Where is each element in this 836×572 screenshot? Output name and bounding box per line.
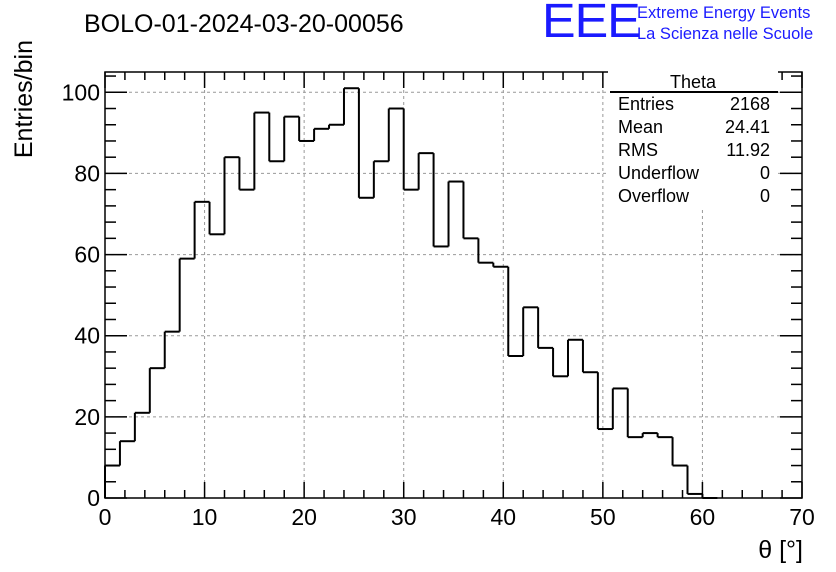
stat-label: Underflow <box>618 163 700 183</box>
stat-label: Mean <box>618 117 664 137</box>
tick-labels: 0 10 20 30 40 50 60 70 0 20 40 60 80 100 <box>62 79 815 530</box>
x-tick-label: 60 <box>690 504 716 530</box>
x-tick-label: 20 <box>291 504 317 530</box>
y-tick-label: 80 <box>74 160 100 186</box>
chart-title: BOLO-01-2024-03-20-00056 <box>84 10 404 38</box>
stat-label: Overflow <box>618 186 690 206</box>
stat-row-rms: RMS 11.92 <box>618 140 770 162</box>
y-tick-label: 40 <box>74 323 100 349</box>
stat-value: 2168 <box>729 94 770 114</box>
grid-lines <box>105 72 802 498</box>
stat-label: RMS <box>618 140 658 160</box>
stat-row-underflow: Underflow 0 <box>618 163 770 185</box>
stat-value: 11.92 <box>726 140 770 160</box>
stat-value: 0 <box>759 186 770 206</box>
stat-row-entries: Entries 2168 <box>618 94 770 116</box>
stat-row-overflow: Overflow 0 <box>618 186 770 208</box>
stat-label: Entries <box>618 94 675 114</box>
stats-divider <box>610 91 778 93</box>
y-tick-label: 0 <box>87 485 100 511</box>
logo-line-1: Extreme Energy Events <box>637 4 811 22</box>
x-tick-label: 50 <box>590 504 616 530</box>
y-tick-label: 100 <box>62 79 100 105</box>
stat-value: 0 <box>759 163 770 183</box>
y-tick-label: 60 <box>74 242 100 268</box>
x-axis-label: θ [°] <box>758 536 803 564</box>
x-tick-label: 40 <box>490 504 516 530</box>
x-tick-label: 70 <box>789 504 815 530</box>
stat-value: 24.41 <box>724 117 770 137</box>
y-axis-label: Entries/bin <box>10 40 38 158</box>
stats-title: Theta <box>669 72 717 92</box>
stat-row-mean: Mean 24.41 <box>618 117 770 139</box>
eee-logo: EEE <box>542 0 641 48</box>
x-tick-label: 0 <box>99 504 112 530</box>
logo-line-2: La Scienza nelle Scuole <box>637 25 814 43</box>
x-tick-label: 30 <box>391 504 417 530</box>
plot-frame <box>104 71 803 499</box>
histogram-bars <box>104 87 718 499</box>
stats-box: Theta Entries 2168 Mean 24.41 RMS 11.92 … <box>608 70 778 210</box>
y-tick-label: 20 <box>74 404 100 430</box>
x-tick-label: 10 <box>192 504 218 530</box>
